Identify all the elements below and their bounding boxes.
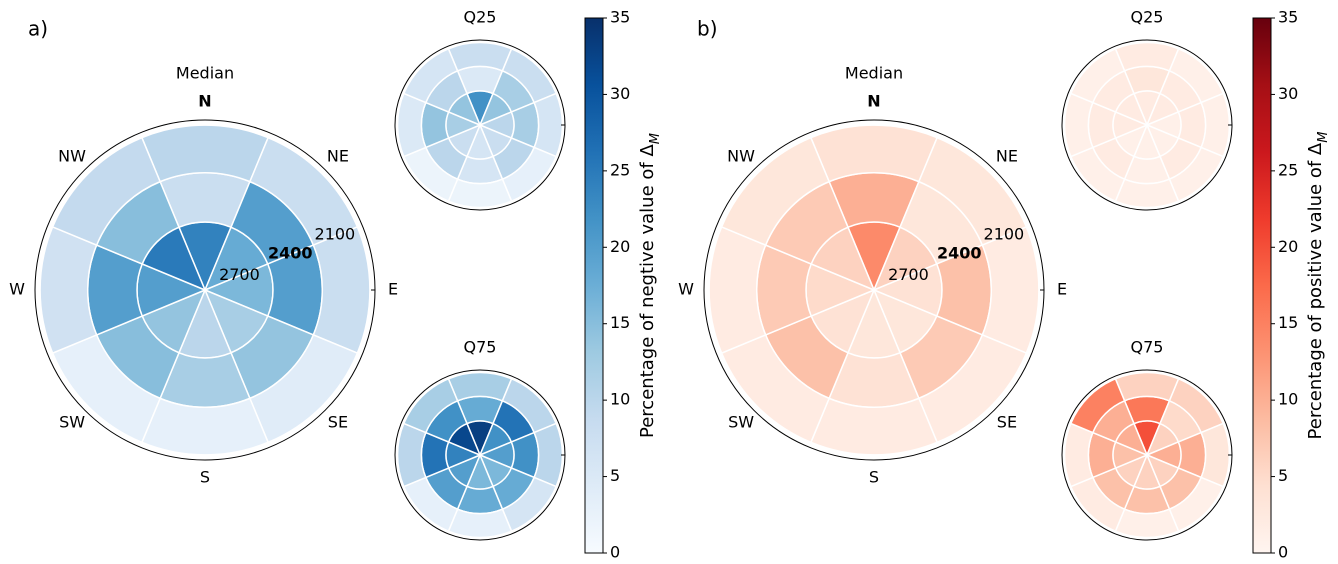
- ring-label: 2100: [315, 224, 356, 243]
- cell: [51, 136, 162, 247]
- cell: [1114, 178, 1180, 209]
- direction-label: NW: [58, 147, 86, 166]
- direction-label: S: [200, 468, 210, 487]
- direction-label: NE: [996, 147, 1018, 166]
- colorbar-tick-label: 10: [610, 390, 630, 409]
- cell: [312, 225, 371, 355]
- cell: [396, 422, 427, 488]
- plot-title: Q25: [1131, 8, 1164, 27]
- cell: [708, 225, 767, 355]
- plot-title: Q25: [464, 8, 497, 27]
- colorbar-tick-label: 30: [610, 84, 630, 103]
- plot-title: Median: [845, 64, 903, 83]
- colorbar-tick-label: 5: [610, 466, 620, 485]
- direction-label: SE: [328, 412, 348, 431]
- colorbar-tick-label: 0: [610, 543, 620, 562]
- colorbar-label-text: Percentage of positive value of Δ: [1305, 142, 1326, 439]
- plot-title: Q75: [464, 338, 497, 357]
- cell: [447, 178, 513, 209]
- colorbar: [584, 17, 604, 554]
- ring-label: 2100: [984, 224, 1025, 243]
- colorbar-tick-label: 25: [1278, 160, 1298, 179]
- direction-label: W: [678, 280, 694, 299]
- ring-label: 2400: [937, 243, 982, 262]
- cell: [1063, 92, 1094, 158]
- colorbar-tick-label: 10: [1278, 390, 1298, 409]
- colorbar-label-subscript: M: [1316, 132, 1331, 143]
- direction-label: E: [388, 280, 398, 299]
- direction-label: N: [867, 92, 880, 111]
- ring-label: 2400: [268, 243, 313, 262]
- cell: [447, 41, 513, 72]
- cell: [1114, 41, 1180, 72]
- colorbar-label: Percentage of negtive value of ΔM: [637, 133, 663, 438]
- cell: [1069, 377, 1126, 434]
- ring-label: 2700: [219, 265, 260, 284]
- cell: [533, 422, 564, 488]
- direction-label: NE: [327, 147, 349, 166]
- cell: [447, 371, 513, 402]
- direction-label: W: [9, 280, 25, 299]
- cell: [1200, 422, 1231, 488]
- cell: [140, 397, 270, 456]
- cell: [1114, 508, 1180, 539]
- cell: [1069, 47, 1126, 104]
- cell: [1200, 92, 1231, 158]
- colorbar-tick-label: 30: [1278, 84, 1298, 103]
- colorbar-tick-label: 35: [1278, 8, 1298, 27]
- colorbar-tick-label: 25: [610, 160, 630, 179]
- cell: [39, 225, 98, 355]
- cell: [140, 124, 270, 183]
- direction-label: SE: [997, 412, 1017, 431]
- direction-label: SW: [59, 412, 85, 431]
- direction-label: S: [869, 468, 879, 487]
- cell: [533, 92, 564, 158]
- cell: [402, 47, 459, 104]
- direction-label: NW: [727, 147, 755, 166]
- cell: [396, 92, 427, 158]
- colorbar-label: Percentage of positive value of ΔM: [1305, 132, 1331, 440]
- colorbar-tick-label: 15: [610, 313, 630, 332]
- panel-label: b): [697, 17, 718, 41]
- colorbar-tick-label: 35: [610, 8, 630, 27]
- direction-label: E: [1057, 280, 1067, 299]
- colorbar-tick-label: 20: [610, 237, 630, 256]
- colorbar-tick-label: 20: [1278, 237, 1298, 256]
- colorbar-tick-label: 15: [1278, 313, 1298, 332]
- colorbar-label-text: Percentage of negtive value of Δ: [637, 144, 658, 438]
- direction-label: N: [198, 92, 211, 111]
- colorbar-tick-label: 5: [1278, 466, 1288, 485]
- plot-title: Median: [176, 64, 234, 83]
- direction-label: SW: [728, 412, 754, 431]
- cell: [720, 136, 831, 247]
- cell: [809, 124, 939, 183]
- plot-title: Q75: [1131, 338, 1164, 357]
- panel-label: a): [28, 17, 48, 41]
- ring-label: 2700: [888, 265, 929, 284]
- cell: [1114, 371, 1180, 402]
- cell: [809, 397, 939, 456]
- colorbar-label-subscript: M: [648, 133, 663, 144]
- cell: [1063, 422, 1094, 488]
- cell: [981, 225, 1040, 355]
- colorbar: [1252, 17, 1272, 554]
- cell: [447, 508, 513, 539]
- colorbar-tick-label: 0: [1278, 543, 1288, 562]
- cell: [402, 377, 459, 434]
